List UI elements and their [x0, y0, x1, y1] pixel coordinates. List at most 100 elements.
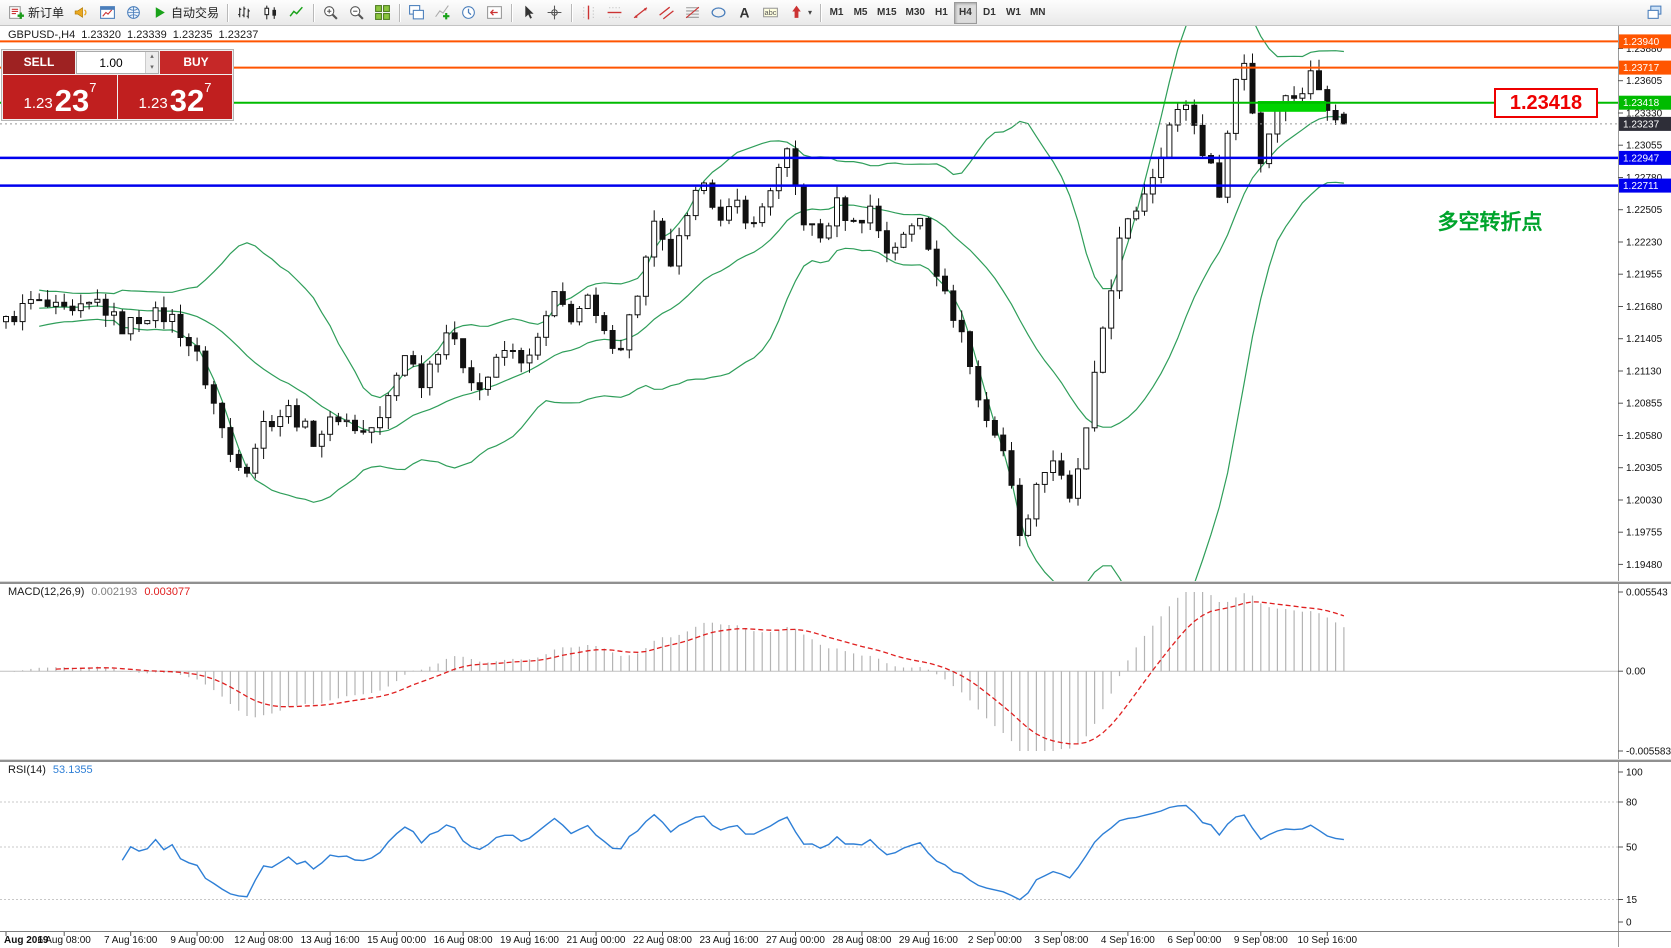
- volume-spinner: ▴ ▾: [145, 52, 158, 73]
- periods-icon: [460, 4, 477, 21]
- timeframe-m1-button[interactable]: M1: [829, 7, 844, 18]
- line-chart-icon: [288, 4, 305, 21]
- time-axis[interactable]: Aug 2019 6 Aug 08:00 7 Aug 16:00 9 Aug 00:0…: [0, 931, 1671, 947]
- svg-text:1.23237: 1.23237: [1623, 119, 1660, 130]
- svg-text:abc: abc: [765, 8, 777, 17]
- svg-text:1.21405: 1.21405: [1626, 334, 1663, 345]
- chart-title: GBPUSD-,H4 1.23320 1.23339 1.23235 1.23237: [8, 29, 264, 41]
- window-restore-icon: [1646, 4, 1663, 21]
- new-chart-button[interactable]: [95, 2, 120, 24]
- candles-mode-button[interactable]: [258, 2, 283, 24]
- zoom-in-button[interactable]: [318, 2, 343, 24]
- text-tool-button[interactable]: A: [732, 2, 757, 24]
- timeframe-m15-button[interactable]: M15: [877, 7, 897, 18]
- timeframe-mn-button[interactable]: MN: [1029, 7, 1046, 18]
- svg-text:0.005543: 0.005543: [1626, 588, 1668, 599]
- macd-signal-value: 0.003077: [144, 586, 191, 598]
- button-label: 自动交易: [171, 6, 220, 20]
- tile-windows-icon: [374, 4, 391, 21]
- market-watch-button[interactable]: [121, 2, 146, 24]
- svg-text:1.22505: 1.22505: [1626, 205, 1663, 216]
- sell-price-pip: 7: [89, 80, 97, 95]
- fibonacci-tool-button[interactable]: [680, 2, 705, 24]
- toolbar-separator: [399, 3, 401, 22]
- periods-button[interactable]: [456, 2, 481, 24]
- autotrading-button[interactable]: 自动交易: [147, 2, 223, 24]
- sell-price[interactable]: 1.23 23 7: [3, 75, 117, 119]
- svg-text:1.20030: 1.20030: [1626, 496, 1663, 507]
- candles-icon: [262, 4, 279, 21]
- price-chart-canvas[interactable]: 1.23880 1.23605 1.23330 1.23055 1.22780 1.225…: [0, 26, 1671, 581]
- svg-text:1.19480: 1.19480: [1626, 560, 1663, 571]
- time-label: 27 Aug 00:00: [765, 935, 825, 946]
- new-window-button[interactable]: [404, 2, 429, 24]
- arrows-tool-button[interactable]: ▾: [784, 2, 816, 24]
- zoom-out-button[interactable]: [344, 2, 369, 24]
- buy-price[interactable]: 1.23 32 7: [118, 75, 232, 119]
- svg-text:0: 0: [1626, 918, 1632, 929]
- horizontal-line-tool-button[interactable]: [602, 2, 627, 24]
- svg-text:80: 80: [1626, 798, 1638, 809]
- trendline-tool-button[interactable]: [628, 2, 653, 24]
- bar-chart-icon: [236, 4, 253, 21]
- svg-text:15: 15: [1626, 895, 1638, 906]
- timeframe-h1-button[interactable]: H1: [935, 7, 948, 18]
- bars-mode-button[interactable]: [232, 2, 257, 24]
- svg-text:50: 50: [1626, 843, 1638, 854]
- indicators-list-button[interactable]: [430, 2, 455, 24]
- cursor-icon: [520, 4, 537, 21]
- volume-box: ▴ ▾: [76, 51, 159, 74]
- volume-up-button[interactable]: ▴: [146, 52, 158, 63]
- channel-tool-button[interactable]: [654, 2, 679, 24]
- button-label: 新订单: [28, 6, 65, 20]
- panel-splitter[interactable]: [0, 759, 1671, 762]
- time-label: 28 Aug 08:00: [832, 935, 892, 946]
- time-label: 22 Aug 08:00: [633, 935, 692, 946]
- new-order-button[interactable]: 新订单: [4, 2, 68, 24]
- chevron-down-icon: ▾: [808, 8, 813, 17]
- sell-button[interactable]: SELL: [3, 51, 75, 74]
- buy-button[interactable]: BUY: [160, 51, 232, 74]
- crosshair-tool-button[interactable]: [542, 2, 567, 24]
- sell-price-main: 23: [54, 83, 90, 118]
- volume-input[interactable]: [77, 52, 145, 73]
- tile-windows-button[interactable]: [370, 2, 395, 24]
- timeframe-h4-button[interactable]: H4: [953, 1, 977, 24]
- macd-main-value: 0.002193: [91, 586, 138, 598]
- buy-price-pip: 7: [204, 80, 212, 95]
- zoom-out-icon: [348, 4, 365, 21]
- toolbar-separator: [227, 3, 229, 22]
- rsi-label: RSI(14): [8, 764, 46, 776]
- time-label: 21 Aug 00:00: [566, 935, 626, 946]
- timeframe-m5-button[interactable]: M5: [853, 7, 868, 18]
- macd-canvas[interactable]: 0.005543 0.00 -0.005583: [0, 584, 1671, 759]
- svg-text:1.21680: 1.21680: [1626, 302, 1663, 313]
- chart-shift-button[interactable]: [482, 2, 507, 24]
- cursor-tool-button[interactable]: [516, 2, 541, 24]
- line-mode-button[interactable]: [284, 2, 309, 24]
- buy-price-main: 32: [169, 83, 205, 118]
- timeframe-w1-button[interactable]: W1: [1005, 7, 1021, 18]
- play-icon: [151, 4, 168, 21]
- fibo-icon: [684, 4, 701, 21]
- rsi-canvas[interactable]: 100 80 50 15 0: [0, 762, 1671, 931]
- trendline-icon: [632, 4, 649, 21]
- macd-header: MACD(12,26,9) 0.002193 0.003077: [8, 586, 197, 598]
- time-axis-ticks: [5, 932, 1328, 936]
- sell-price-prefix: 1.23: [23, 95, 53, 112]
- window-controls-button[interactable]: [1642, 2, 1667, 24]
- vertical-line-tool-button[interactable]: [576, 2, 601, 24]
- alerts-button[interactable]: [69, 2, 94, 24]
- price-callout[interactable]: 1.23418: [1494, 87, 1598, 118]
- volume-down-button[interactable]: ▾: [146, 62, 158, 73]
- timeframe-d1-button[interactable]: D1: [983, 7, 996, 18]
- svg-text:1.23717: 1.23717: [1623, 63, 1660, 74]
- panel-splitter[interactable]: [0, 581, 1671, 584]
- hline-icon: [606, 4, 623, 21]
- label-tool-button[interactable]: abc: [758, 2, 783, 24]
- time-label: 2 Sep 00:00: [967, 935, 1022, 946]
- shapes-tool-button[interactable]: [706, 2, 731, 24]
- svg-text:1.22230: 1.22230: [1626, 238, 1663, 249]
- timeframe-m30-button[interactable]: M30: [905, 7, 925, 18]
- time-label: 4 Sep 16:00: [1100, 935, 1155, 946]
